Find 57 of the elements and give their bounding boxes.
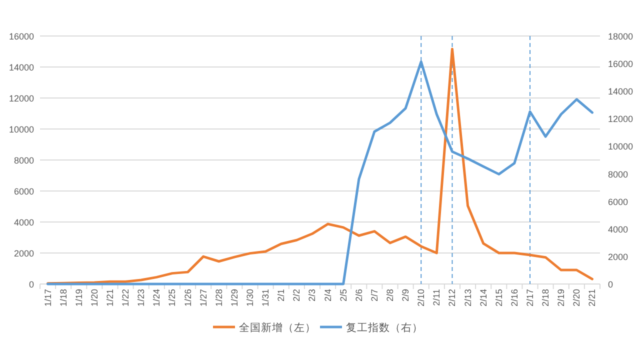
y-tick-label: 12000 [8, 94, 34, 104]
y-tick-label: 4000 [14, 218, 34, 228]
y-tick-label: 14000 [8, 62, 34, 72]
y2-tick-label: 2000 [608, 252, 628, 262]
x-tick-label: 1/31 [260, 289, 271, 307]
x-tick-label: 1/24 [152, 289, 162, 307]
y2-tick-label: 18000 [608, 32, 634, 42]
y-tick-label: 6000 [14, 186, 34, 196]
x-tick-label: 2/18 [540, 289, 551, 307]
x-tick-label: 1/22 [120, 289, 131, 307]
x-tick-label: 1/18 [58, 289, 68, 307]
x-tick-label: 2/8 [385, 289, 395, 302]
x-tick-label: 2/21 [587, 289, 598, 307]
x-tick-label: 2/11 [432, 289, 442, 306]
x-tick-label: 2/17 [525, 289, 535, 307]
x-tick-label: 2/6 [354, 289, 364, 302]
x-tick-label: 2/5 [338, 289, 348, 302]
legend-label: 复工指数（右） [346, 322, 423, 334]
x-tick-label: 2/3 [307, 289, 318, 302]
x-tick-label: 2/1 [276, 289, 286, 302]
x-tick-label: 1/21 [105, 289, 115, 307]
x-tick-label: 1/28 [214, 289, 224, 307]
y2-tick-label: 0 [608, 280, 614, 290]
x-tick-label: 1/20 [89, 289, 100, 307]
x-tick-label: 2/20 [572, 289, 582, 307]
x-tick-label: 2/19 [556, 289, 566, 307]
y-tick-label: 2000 [14, 248, 34, 258]
y2-tick-label: 8000 [608, 169, 628, 180]
y2-tick-label: 14000 [608, 86, 634, 97]
x-tick-label: 1/29 [229, 289, 240, 307]
x-tick-label: 1/30 [245, 289, 255, 307]
x-tick-label: 1/19 [74, 289, 84, 307]
y2-tick-label: 6000 [608, 196, 628, 207]
x-tick-label: 2/12 [447, 289, 458, 307]
y-tick-label: 10000 [8, 124, 34, 134]
y-tick-label: 0 [28, 280, 34, 290]
x-tick-label: 2/15 [494, 289, 504, 307]
y-tick-label: 8000 [14, 156, 34, 166]
legend-label: 全国新增（左） [239, 321, 316, 334]
x-tick-label: 2/2 [292, 289, 302, 302]
x-tick-label: 2/14 [478, 289, 488, 307]
x-tick-label: 2/4 [322, 289, 333, 302]
x-tick-label: 2/13 [462, 289, 473, 307]
x-tick-label: 2/7 [369, 289, 380, 302]
x-tick-label: 1/27 [198, 289, 208, 307]
x-tick-label: 1/25 [167, 289, 178, 307]
x-tick-label: 2/9 [400, 289, 411, 302]
y2-tick-label: 10000 [608, 142, 634, 152]
x-tick-label: 1/26 [182, 289, 193, 307]
y2-tick-label: 16000 [608, 59, 634, 70]
y2-tick-label: 4000 [608, 224, 628, 234]
y-tick-label: 16000 [8, 32, 34, 42]
y2-tick-label: 12000 [608, 114, 634, 124]
x-tick-label: 1/23 [136, 289, 146, 307]
x-tick-label: 2/10 [416, 289, 426, 307]
x-tick-label: 2/16 [509, 289, 520, 307]
x-tick-label: 1/17 [42, 289, 53, 307]
